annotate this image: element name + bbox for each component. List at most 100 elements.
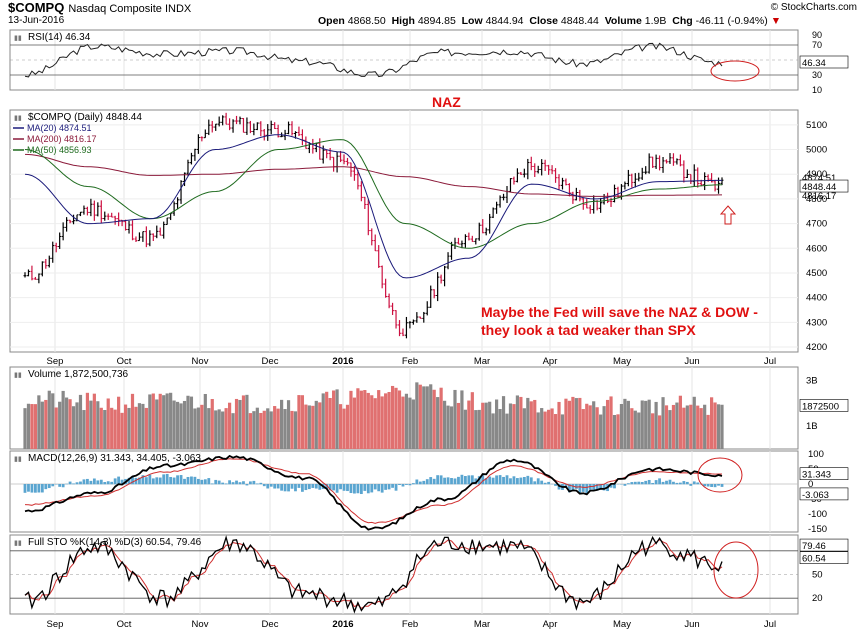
macd-hist-bar bbox=[595, 484, 599, 491]
chart-header: $COMPQ Nasdaq Composite INDX 13-Jun-2016 … bbox=[0, 0, 865, 28]
volume-tick-3B: 3B bbox=[806, 376, 818, 387]
macd-hist-bar bbox=[377, 484, 381, 492]
macd-hist-bar bbox=[138, 477, 141, 485]
macd-hist-bar bbox=[72, 483, 75, 485]
price-label-ma20: 4874.51 bbox=[802, 173, 836, 184]
volume-bar bbox=[418, 384, 422, 449]
volume-title: Volume 1,872,500,736 bbox=[28, 369, 129, 380]
volume-bar bbox=[661, 397, 665, 449]
macd-value-label: 31.343 bbox=[802, 470, 831, 481]
macd-hist-bar bbox=[30, 484, 34, 493]
macd-hist-bar bbox=[245, 484, 249, 486]
volume-bar bbox=[522, 408, 526, 449]
macd-hist-bar bbox=[328, 484, 332, 491]
volume-bar bbox=[682, 407, 686, 449]
volume-bar bbox=[290, 410, 294, 449]
macd-hist-bar bbox=[186, 476, 190, 485]
volume-bar bbox=[186, 395, 190, 449]
volume-bar bbox=[477, 409, 481, 449]
macd-hist-bar bbox=[266, 484, 270, 489]
macd-hist-bar bbox=[557, 484, 561, 490]
volume-bar bbox=[99, 407, 103, 449]
macd-hist-bar bbox=[231, 482, 235, 485]
volume-bar bbox=[585, 403, 589, 449]
macd-hist-bar bbox=[148, 474, 152, 485]
macd-hist-bar bbox=[332, 484, 336, 491]
volume-bar bbox=[276, 408, 280, 449]
macd-hist-bar bbox=[235, 480, 238, 485]
volume-bar bbox=[536, 412, 540, 449]
volume-bar bbox=[262, 410, 266, 449]
symbol-name: Nasdaq Composite INDX bbox=[68, 3, 192, 15]
volume-bar bbox=[85, 392, 90, 449]
volume-bar bbox=[217, 409, 221, 449]
macd-hist-bar bbox=[248, 481, 252, 485]
volume-bar bbox=[595, 407, 599, 449]
volume-bar bbox=[241, 395, 246, 449]
volume-bar bbox=[283, 409, 287, 449]
volume-bar bbox=[130, 393, 135, 449]
macd-hist-bar bbox=[106, 481, 110, 485]
volume-bar bbox=[214, 410, 218, 449]
xaxis-top-Jul: Jul bbox=[764, 356, 776, 367]
macd-hist-bar bbox=[68, 481, 72, 485]
volume-bar bbox=[359, 390, 363, 449]
macd-hist-bar bbox=[380, 484, 384, 493]
macd-hist-bar bbox=[190, 476, 193, 485]
volume-bar bbox=[335, 389, 339, 449]
macd-hist-bar bbox=[82, 479, 86, 485]
macd-hist-bar bbox=[58, 484, 62, 487]
volume-bar bbox=[75, 402, 79, 449]
volume-bar bbox=[356, 388, 360, 449]
macd-hist-bar bbox=[602, 484, 606, 491]
macd-hist-bar bbox=[144, 477, 148, 485]
volume-bar bbox=[221, 411, 225, 449]
volume-bar bbox=[567, 400, 572, 449]
rsi-panel bbox=[9, 29, 799, 91]
xaxis-bottom-Apr: Apr bbox=[543, 619, 558, 630]
macd-hist-bar bbox=[415, 479, 419, 485]
price-title: $COMPQ (Daily) 4848.44 bbox=[28, 112, 142, 123]
volume-bar bbox=[210, 398, 214, 449]
macd-hist-bar bbox=[453, 478, 457, 485]
rsi-icon: ▮▮ bbox=[14, 35, 22, 42]
volume-bar bbox=[484, 402, 488, 449]
macd-hist-bar bbox=[23, 484, 27, 493]
macd-hist-bar bbox=[488, 476, 492, 485]
volume-bar bbox=[96, 401, 100, 449]
xaxis-top-Feb: Feb bbox=[402, 356, 418, 367]
volume-bar bbox=[533, 399, 537, 449]
macd-hist-bar bbox=[155, 477, 159, 485]
volume-bar bbox=[44, 399, 48, 449]
quote-date: 13-Jun-2016 bbox=[8, 15, 65, 26]
volume-bar bbox=[311, 405, 315, 449]
macd-hist-bar bbox=[463, 476, 467, 485]
volume-bar bbox=[529, 401, 533, 449]
volume-bar bbox=[58, 401, 62, 449]
price-label-close: 4848.44 bbox=[802, 182, 836, 193]
macd-hist-bar bbox=[162, 474, 166, 485]
macd-hist-bar bbox=[689, 484, 693, 486]
xaxis-bottom-Feb: Feb bbox=[402, 619, 418, 630]
volume-bar bbox=[30, 404, 34, 449]
volume-bar bbox=[467, 400, 471, 449]
volume-bar bbox=[654, 401, 658, 449]
macd-hist-bar bbox=[585, 484, 589, 494]
volume-bar bbox=[678, 395, 682, 449]
volume-bar bbox=[196, 407, 200, 449]
price-label-ma200: 4816.17 bbox=[802, 191, 836, 202]
volume-bar bbox=[117, 396, 121, 449]
volume-bar bbox=[151, 393, 155, 449]
sto-d-label: 79.46 bbox=[802, 541, 826, 552]
xaxis-bottom-2016: 2016 bbox=[332, 619, 353, 630]
macd-hist-bar bbox=[685, 481, 689, 485]
macd-hist-bar bbox=[672, 481, 675, 485]
volume-bar bbox=[512, 404, 516, 449]
macd-hist-bar bbox=[436, 475, 440, 485]
macd-hist-bar bbox=[668, 479, 672, 485]
price-tick-4600: 4600 bbox=[806, 243, 827, 254]
ma20-line bbox=[24, 134, 722, 279]
volume-bar bbox=[668, 410, 672, 449]
macd-hist-bar bbox=[269, 484, 273, 487]
volume-bar bbox=[286, 400, 291, 449]
